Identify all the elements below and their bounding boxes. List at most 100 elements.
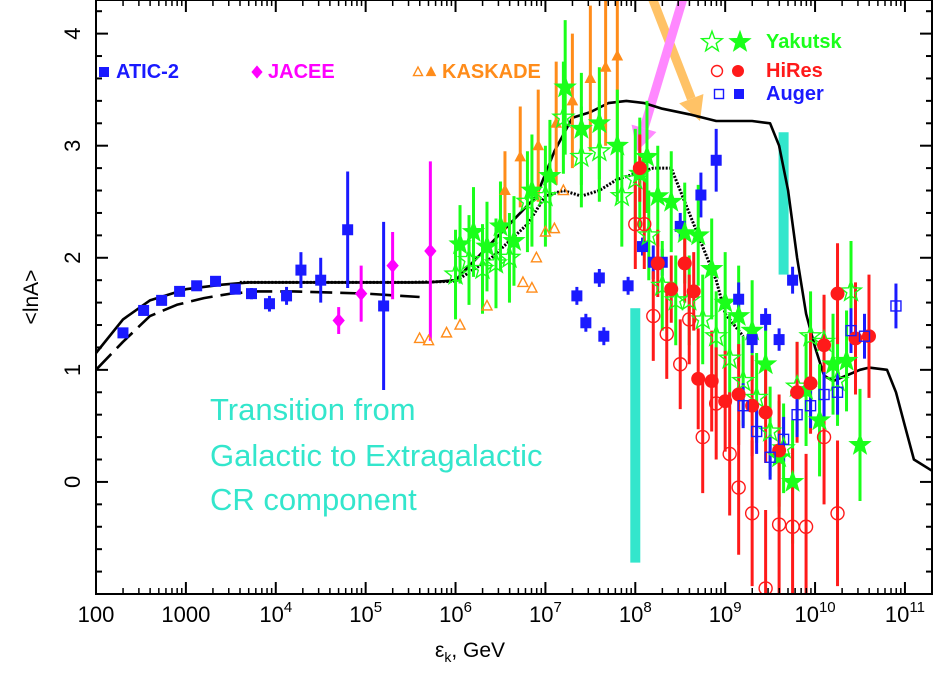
x-axis-title-rest: , GeV	[451, 639, 505, 662]
jacee-point	[354, 286, 368, 301]
model-solid	[96, 99, 932, 472]
hires-open-point	[659, 326, 674, 342]
yakutsk-filled-point	[605, 133, 629, 156]
hires-filled-point	[686, 284, 701, 299]
atic-2-point	[580, 317, 592, 329]
arrow-head-1	[679, 93, 704, 122]
yakutsk-filled-point	[686, 223, 710, 246]
yakutsk-open-point	[636, 222, 661, 246]
legend-symbol-filled-square	[734, 89, 744, 99]
yakutsk-filled-point	[713, 290, 737, 313]
auger-filled-point	[773, 334, 785, 346]
kaskade-filled-point	[532, 139, 545, 151]
yakutsk-open-point	[798, 323, 823, 347]
auger-open-point	[845, 324, 857, 337]
atic-2-point	[281, 290, 293, 302]
kaskade-open-point	[548, 221, 561, 234]
kaskade-open-point	[557, 183, 570, 196]
atic-2-point	[191, 280, 203, 292]
kaskade-open-point	[530, 250, 543, 263]
hires-filled-point	[817, 338, 832, 353]
legend-label: Yakutsk	[766, 31, 842, 53]
yakutsk-open-point	[483, 250, 509, 274]
yakutsk-filled-point	[475, 234, 499, 257]
auger-open-point	[777, 433, 790, 446]
kaskade-filled-point	[611, 49, 624, 61]
x-tick-exponent: 9	[733, 599, 741, 616]
x-tick-label: 1000	[161, 602, 210, 627]
x-tick-exponent: 4	[284, 599, 292, 616]
yakutsk-filled-point	[569, 116, 594, 139]
kaskade-open-point	[413, 331, 426, 344]
auger-open-point	[804, 400, 817, 412]
legend-label: Auger	[766, 83, 824, 105]
hires-open-point	[708, 396, 724, 411]
hires-open-point	[798, 519, 814, 534]
legend-symbol-open-circle	[710, 64, 724, 78]
yakutsk-filled-point	[635, 144, 659, 167]
yakutsk-filled-point	[659, 189, 683, 212]
legend-symbol-filled-diamond	[251, 65, 263, 79]
kaskade-open-point	[516, 275, 530, 288]
kaskade-open-point	[440, 325, 453, 338]
data-points	[117, 49, 902, 594]
auger-open-point	[818, 388, 830, 401]
atic-2-point	[571, 290, 583, 302]
y-tick-label: 0	[60, 476, 85, 488]
hires-open-point	[816, 429, 832, 445]
legend-item-yakutsk: Yakutsk	[699, 29, 842, 53]
auger-filled-point	[787, 274, 799, 286]
hires-filled-point	[632, 161, 647, 176]
x-tick-exponent: 10	[819, 599, 836, 616]
x-tick-label: 105	[349, 599, 382, 627]
legend-item-auger: Auger	[713, 83, 824, 105]
x-tick-exponent: 8	[643, 599, 651, 616]
transition-band-1	[630, 308, 641, 563]
yakutsk-open-point	[515, 188, 540, 213]
x-tick-label: 100	[78, 602, 115, 627]
arrow-shaft-2	[639, 0, 688, 130]
x-tick-base: 10	[349, 602, 373, 627]
atic-2-point	[229, 283, 241, 295]
x-axis: 100 1000 104 105 106 107 108 109 1010 1011	[78, 0, 925, 627]
transition-annotation: Transition from Galactic to Extragalacti…	[210, 392, 543, 517]
annotation-line-3: CR component	[210, 482, 417, 517]
model-dashed	[96, 290, 420, 371]
auger-open-point	[764, 451, 776, 463]
hires-filled-point	[803, 376, 818, 391]
x-tick-base: 100	[78, 602, 115, 627]
atic-2-point	[342, 224, 354, 236]
yakutsk-open-point	[569, 144, 594, 168]
x-tick-label: 107	[529, 599, 562, 627]
atic-2-point	[622, 280, 634, 292]
kaskade-open-point	[539, 224, 552, 237]
x-tick-base: 10	[619, 602, 643, 627]
atic-2-point	[174, 285, 186, 297]
yakutsk-open-point	[456, 247, 482, 271]
x-tick-base: 10	[439, 602, 463, 627]
hires-filled-point	[718, 394, 733, 409]
legend-symbol-filled-triangle	[425, 65, 437, 77]
arrow-head-2	[631, 124, 657, 152]
auger-open-point	[890, 300, 902, 312]
y-tick-label: 3	[60, 140, 85, 152]
annotation-line-2: Galactic to Extragalactic	[210, 438, 543, 473]
yakutsk-open-point	[623, 166, 648, 190]
hires-filled-point	[664, 282, 679, 297]
atic-2-point	[156, 294, 168, 306]
yakutsk-filled-point	[753, 351, 778, 375]
atic-2-point	[245, 288, 257, 300]
legend-symbol-open-square	[713, 88, 725, 100]
yakutsk-open-point	[587, 138, 612, 162]
auger-open-point	[737, 400, 749, 412]
yakutsk-open-point	[825, 368, 850, 392]
hires-open-point	[637, 216, 652, 232]
kaskade-open-point	[453, 318, 467, 330]
legend-item-kaskade: KASKADE	[412, 61, 541, 83]
hires-open-point	[673, 357, 688, 372]
y-tick-label: 4	[60, 27, 85, 39]
yakutsk-filled-point	[848, 432, 872, 455]
yakutsk-filled-point	[488, 214, 513, 237]
hires-open-point	[731, 480, 746, 495]
yakutsk-filled-point	[834, 348, 859, 371]
